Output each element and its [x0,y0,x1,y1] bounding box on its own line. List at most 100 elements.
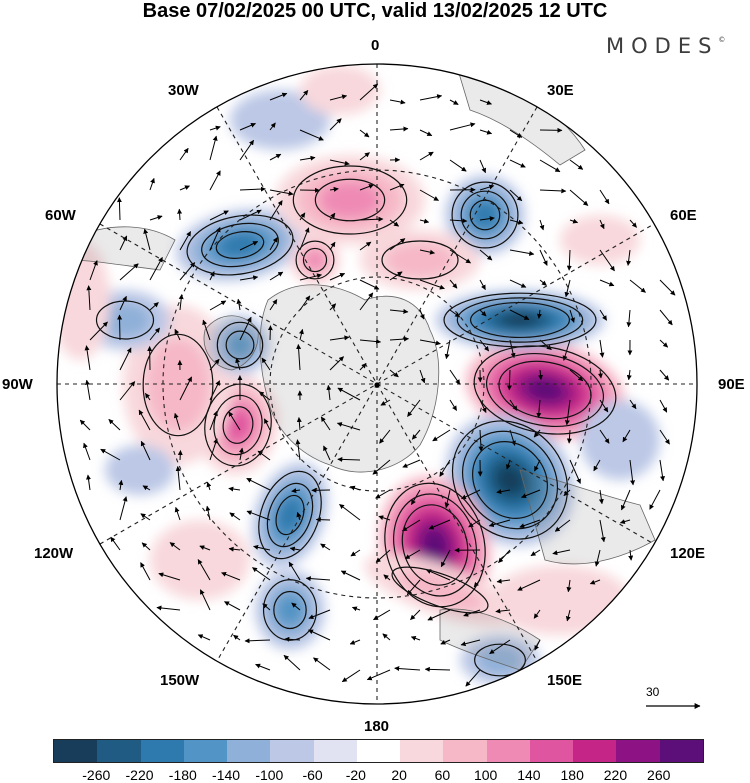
wind-arrow [629,279,646,293]
wind-arrow [479,339,490,352]
wind-arrow [564,279,571,298]
wind-arrow [378,515,391,521]
wind-arrow [509,189,523,202]
wind-arrow [359,363,367,371]
wind-arrow [569,459,581,484]
wind-arrow [158,572,181,581]
wind-arrow [509,309,530,320]
wind-arrow [569,369,584,382]
wind-arrow [179,231,192,251]
lon-label-east: 90E [718,376,745,393]
wind-arrow [337,456,361,462]
wind-arrow [619,519,631,524]
colorbar-swatch [183,740,228,762]
wind-arrow [373,609,391,621]
wind-arrow [419,249,435,255]
wind-arrow [299,295,311,311]
wind-arrow [380,399,391,406]
wind-arrow [236,298,242,311]
colorbar-label: 180 [560,767,584,783]
wind-arrow [419,218,430,224]
anomaly-region [527,379,563,401]
wind-arrow [308,629,331,641]
wind-arrow [449,249,472,264]
wind-arrow [569,189,589,206]
contour-line [222,406,254,444]
wind-arrow [119,235,128,251]
contour-line [262,579,318,641]
wind-arrow [173,412,181,431]
anomaly-region [150,520,250,600]
wind-arrow [427,609,451,621]
colorbar-label: 260 [647,767,671,783]
wind-arrow [440,639,451,645]
wind-arrow [496,489,511,495]
wind-arrow [197,559,211,581]
wind-arrow [83,442,91,461]
colorbar-swatch [313,740,357,762]
colorbar-label: -20 [345,767,366,783]
contour-line [401,504,469,586]
contour-line [393,493,477,597]
wind-arrow [622,429,631,443]
contour-line [275,494,305,536]
wind-arrow [209,300,227,311]
wind-arrow [255,663,271,671]
wind-arrow [539,188,567,194]
wind-arrow [291,488,301,494]
wind-arrow [449,159,467,172]
wind-arrow [177,450,183,461]
lon-label-west: 90W [2,376,33,393]
colorbar-label: -100 [255,767,284,783]
contour-lines [95,165,617,677]
colorbar-swatch [97,740,141,762]
wind-arrow [359,241,372,251]
wind-arrow [659,459,665,482]
wind-arrow [299,212,306,221]
wind-arrow [86,474,91,491]
wind-arrow [498,549,511,563]
wind-arrow [566,249,572,271]
wind-arrow [209,170,221,191]
anomaly-region [219,233,261,257]
wind-arrow [425,569,451,581]
wind-arrow [479,99,492,105]
wind-arrow [284,636,301,642]
wind-arrow [506,369,512,391]
wind-arrow [269,153,282,161]
wind-arrow [411,429,421,440]
wind-arrow [119,295,127,311]
wind-arrow [419,369,426,384]
contour-line [461,430,559,530]
wind-arrow [199,545,211,551]
chart-title: Base 07/02/2025 00 UTC, valid 13/02/2025… [142,0,608,22]
wind-arrow [299,129,324,141]
wind-arrow [320,543,331,551]
wind-arrow [359,339,382,345]
wind-arrow [419,339,441,346]
wind-arrow [569,218,579,224]
anomaly-region [560,215,640,265]
wind-arrow [299,155,316,161]
wind-arrow [261,357,271,371]
wind-arrow [149,302,159,311]
wind-arrow [479,309,487,317]
wind-arrow [149,256,163,281]
colorbar-label: -180 [168,767,197,783]
wind-arrow [599,309,608,321]
wind-arrow [205,505,211,521]
wind-arrow [179,147,189,161]
wind-arrow [505,459,511,470]
wind-arrow [593,459,601,472]
wind-arrow [599,219,605,230]
wind-arrow [394,666,421,672]
wind-arrow [389,308,409,314]
wind-arrow [479,159,487,174]
wind-arrow [229,512,241,521]
south-pole-marker [374,382,380,388]
wind-arrow [626,249,632,266]
wind-arrow [552,549,571,556]
lon-label-sw: 150W [160,672,200,689]
wind-arrow [253,544,271,551]
wind-arrow [519,519,541,528]
